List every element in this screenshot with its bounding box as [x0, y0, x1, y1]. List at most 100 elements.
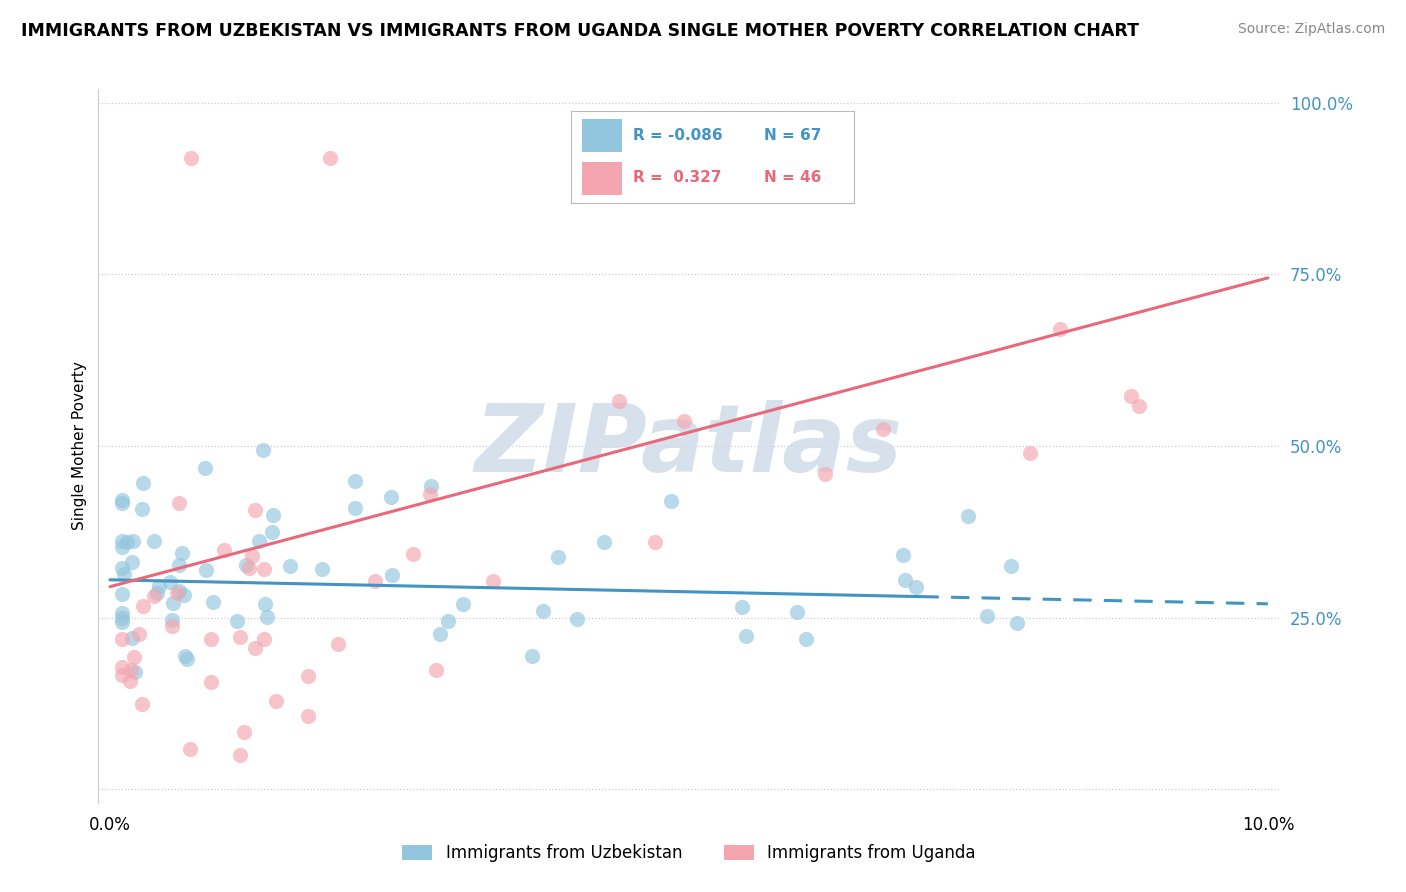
Point	[1005, 615, 1028, 630]
Point	[162, 596, 184, 610]
Point	[118, 673, 141, 688]
Point	[904, 580, 927, 594]
Text: Source: ZipAtlas.com: Source: ZipAtlas.com	[1237, 22, 1385, 37]
Point	[520, 648, 543, 663]
Point	[891, 548, 914, 562]
Point	[264, 694, 287, 708]
Point	[343, 500, 366, 515]
Point	[143, 589, 166, 603]
Point	[607, 394, 630, 409]
Point	[148, 579, 170, 593]
Point	[976, 609, 998, 624]
Point	[132, 599, 155, 613]
Point	[297, 709, 319, 723]
Point	[252, 632, 274, 647]
Point	[226, 614, 249, 628]
Y-axis label: Single Mother Poverty: Single Mother Poverty	[72, 361, 87, 531]
Point	[419, 479, 441, 493]
Point	[1119, 389, 1142, 403]
Point	[180, 151, 202, 165]
Point	[592, 535, 614, 549]
Point	[142, 533, 165, 548]
Point	[166, 586, 188, 600]
Point	[644, 534, 666, 549]
Point	[547, 549, 569, 564]
Point	[194, 461, 217, 475]
Point	[131, 697, 153, 711]
Point	[235, 558, 257, 572]
Point	[247, 533, 270, 548]
Point	[167, 583, 190, 598]
Point	[110, 496, 132, 510]
Point	[1049, 322, 1071, 336]
Point	[128, 627, 150, 641]
Point	[245, 641, 267, 656]
Point	[110, 492, 132, 507]
Legend: Immigrants from Uzbekistan, Immigrants from Uganda: Immigrants from Uzbekistan, Immigrants f…	[402, 844, 976, 863]
Point	[110, 534, 132, 549]
Point	[232, 724, 254, 739]
Point	[297, 668, 319, 682]
Point	[252, 442, 274, 457]
Point	[364, 574, 387, 588]
Point	[110, 606, 132, 620]
Point	[179, 741, 201, 756]
Point	[110, 632, 132, 646]
Point	[112, 566, 135, 581]
Point	[167, 496, 190, 510]
Point	[132, 475, 155, 490]
Point	[121, 631, 143, 645]
Point	[402, 547, 425, 561]
Point	[1000, 558, 1022, 573]
Point	[167, 558, 190, 572]
Point	[122, 649, 145, 664]
Text: ZIPatlas: ZIPatlas	[475, 400, 903, 492]
Point	[202, 595, 225, 609]
Point	[194, 563, 217, 577]
Point	[814, 467, 837, 481]
Point	[343, 474, 366, 488]
Point	[110, 660, 132, 674]
Point	[176, 652, 198, 666]
Point	[429, 627, 451, 641]
Point	[659, 494, 682, 508]
Point	[453, 597, 475, 611]
Point	[786, 605, 808, 619]
Point	[131, 501, 153, 516]
Point	[381, 568, 404, 582]
Point	[160, 618, 183, 632]
Point	[734, 629, 756, 643]
Point	[672, 414, 695, 428]
Point	[1128, 399, 1150, 413]
Point	[893, 573, 915, 587]
Point	[160, 613, 183, 627]
Point	[228, 747, 250, 762]
Point	[110, 561, 132, 575]
Point	[110, 668, 132, 682]
Point	[229, 630, 252, 644]
Point	[425, 664, 447, 678]
Point	[262, 508, 284, 523]
Point	[794, 632, 817, 646]
Point	[110, 587, 132, 601]
Point	[120, 663, 142, 677]
Point	[481, 574, 503, 588]
Point	[872, 421, 894, 435]
Point	[121, 555, 143, 569]
Point	[256, 610, 278, 624]
Point	[956, 509, 979, 524]
Point	[200, 632, 222, 647]
Point	[110, 615, 132, 629]
Point	[122, 533, 145, 548]
Point	[311, 562, 333, 576]
Point	[1019, 446, 1042, 460]
Point	[380, 490, 402, 504]
Point	[254, 597, 277, 611]
Point	[173, 648, 195, 663]
Point	[200, 675, 222, 690]
Point	[531, 604, 554, 618]
Point	[731, 599, 754, 614]
Point	[173, 588, 195, 602]
Point	[252, 562, 274, 576]
Point	[238, 561, 260, 575]
